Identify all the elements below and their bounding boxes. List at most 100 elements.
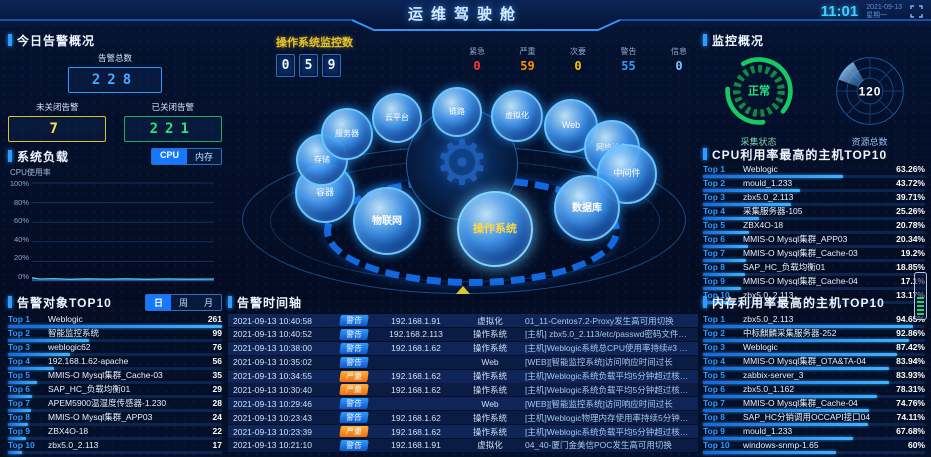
mem-percent: 60% [907,440,925,450]
severity-label: 次要 [570,47,586,56]
timeline-row[interactable]: 2021-09-13 10:38:00 警告 192.168.1.62 操作系统… [228,341,698,355]
timeline-list: 2021-09-13 10:40:58 警告 192.168.1.91 虚拟化 … [228,314,698,452]
bar-track [8,409,222,412]
rank-label: Top 3 [703,192,726,202]
ring-bubble-link[interactable]: 链路 [432,87,482,137]
ring-bubble-virtualization[interactable]: 虚拟化 [491,90,543,142]
tab-week[interactable]: 周 [170,294,196,310]
top10-row[interactable]: Top 9 ZBX4O-18 22 [8,426,222,440]
rank-label: Top 4 [8,356,31,366]
bar-fill [703,339,910,342]
digit-box: 5 [299,54,318,77]
clock-time: 11:01 [820,3,859,20]
fullscreen-icon[interactable] [910,5,923,18]
top10-row[interactable]: Top 9 MMIS-O Mysql集群_Cache-04 17.1% [703,276,925,290]
mem-top10-list: Top 1 zbx5.0_2.113 94.65% Top 2 中标麒麟采集服务… [703,314,925,454]
ring-bubble-web[interactable]: Web [544,99,598,153]
bar-fill [703,367,890,370]
timeline-row[interactable]: 2021-09-13 10:30:40 严重 192.168.1.62 操作系统… [228,383,698,397]
os-monitor-count: 操作系统监控数 0 5 9 [276,34,353,77]
top10-row[interactable]: Top 8 SAP_HC_负载均衡01 18.85% [703,262,925,276]
top10-row[interactable]: Top 4 192.168.1.62-apache 56 [8,356,222,370]
bar-track [703,217,925,220]
top10-row[interactable]: Top 1 Weblogic 261 [8,314,222,328]
top10-row[interactable]: Top 6 SAP_HC_负载均衡01 29 [8,384,222,398]
top10-row[interactable]: Top 5 ZBX4O-18 20.78% [703,220,925,234]
timeline-row[interactable]: 2021-09-13 10:21:10 警告 192.168.1.91 虚拟化 … [228,438,698,452]
top10-row[interactable]: Top 9 mould_1.233 67.68% [703,426,925,440]
ring-bubble-database[interactable]: 数据库 [554,175,620,241]
ring-bubble-server[interactable]: 服务器 [321,108,373,160]
timeline-row[interactable]: 2021-09-13 10:34:55 严重 192.168.1.62 操作系统… [228,369,698,383]
ring-bubble-iot[interactable]: 物联网 [353,187,421,255]
timeline-row[interactable]: 2021-09-13 10:40:58 警告 192.168.1.91 虚拟化 … [228,314,698,327]
top10-row[interactable]: Top 10 zbx5.0_2.113 17 [8,440,222,454]
top10-row[interactable]: Top 10 windows-snmp-1.65 60% [703,440,925,454]
rank-label: Top 2 [703,328,726,338]
tab-memory[interactable]: 内存 [186,148,221,164]
top10-row[interactable]: Top 3 zbx5.0_2.113 39.71% [703,192,925,206]
scroll-indicator[interactable] [914,272,927,320]
top10-row[interactable]: Top 4 采集服务器-105 25.26% [703,206,925,220]
top10-row[interactable]: Top 6 MMIS-O Mysql集群_APP03 20.34% [703,234,925,248]
ytick: 20% [13,253,29,263]
host-name: MMIS-O Mysql集群_Cache-04 [743,276,858,286]
tab-cpu[interactable]: CPU [151,148,187,164]
top10-row[interactable]: Top 3 Weblogic 87.42% [703,342,925,356]
top10-row[interactable]: Top 1 zbx5.0_2.113 94.65% [703,314,925,328]
rank-label: Top 5 [8,370,31,380]
top10-row[interactable]: Top 8 MMIS-O Mysql集群_APP03 24 [8,412,222,426]
top10-row[interactable]: Top 4 MMIS-O Mysql集群_OTA&TA-04 83.94% [703,356,925,370]
panel-title: CPU利用率最高的主机TOP10 [712,147,888,162]
page-title: 运维驾驶舱 [407,6,523,23]
alarm-count: 56 [212,356,222,366]
top10-row[interactable]: Top 7 APEM5900温湿度传感器-1.230 28 [8,398,222,412]
severity-label: 警告 [620,47,637,56]
timeline-row[interactable]: 2021-09-13 10:35:02 警告 Web [WEB][智能监控系统]… [228,355,698,369]
top10-row[interactable]: Top 5 MMIS-O Mysql集群_Cache-03 35 [8,370,222,384]
top10-row[interactable]: Top 6 zbx5.0_1.162 78.31% [703,384,925,398]
cpu-percent: 25.26% [896,206,925,216]
top10-row[interactable]: Top 1 Weblogic 63.26% [703,164,925,178]
ytick: 100% [9,179,29,188]
top10-row[interactable]: Top 7 MMIS-O Mysql集群_Cache-04 74.76% [703,398,925,412]
open-alarm-number: 7 [49,121,65,137]
timeline-row[interactable]: 2021-09-13 10:40:52 警告 192.168.2.113 操作系… [228,327,698,341]
digit-box: 9 [322,54,341,77]
cpu-percent: 20.34% [896,234,925,244]
cpu-percent: 39.71% [896,192,925,202]
panel-title: 监控概况 [712,33,765,48]
cpu-percent: 13.17% [896,290,925,300]
severity-info: 信息 0 [664,46,694,73]
top10-row[interactable]: Top 5 zabbix-server_3 83.93% [703,370,925,384]
bar-track [8,339,222,342]
top10-row[interactable]: Top 10 zbx5.0_2.113 13.17% [703,290,925,304]
cpu-percent: 17.1% [900,276,925,286]
title-accent-bar [8,150,12,162]
bubble-label: 存储 [314,154,330,164]
top10-row[interactable]: Top 8 SAP_HC分销调用OCCAPI接口04 74.11% [703,412,925,426]
ring-bubble-os-active[interactable]: 操作系统 [457,191,533,267]
bar-track [703,245,925,248]
bar-track [703,203,925,206]
alarm-type: 操作系统 [472,371,507,381]
host-name: mould_1.233 [743,426,793,436]
top10-row[interactable]: Top 2 mould_1.233 43.72% [703,178,925,192]
bubble-label: 虚拟化 [505,110,529,120]
timeline-row[interactable]: 2021-09-13 10:23:43 警告 192.168.1.62 操作系统… [228,411,698,425]
top10-row[interactable]: Top 2 智能监控系统 99 [8,328,222,342]
timeline-row[interactable]: 2021-09-13 10:23:39 严重 192.168.1.62 操作系统… [228,425,698,438]
alarm-type: 虚拟化 [477,440,503,451]
severity-value: 0 [473,59,481,73]
ytick: 0% [18,271,29,281]
top10-row[interactable]: Top 2 中标麒麟采集服务器-252 92.86% [703,328,925,342]
tab-day[interactable]: 日 [145,294,171,310]
severity-badge: 严重 [339,426,369,437]
alarm-time: 2021-09-13 10:23:39 [233,426,312,437]
top10-row[interactable]: Top 7 MMIS-O Mysql集群_Cache-03 19.2% [703,248,925,262]
alarm-count: 35 [212,370,222,380]
tab-month[interactable]: 月 [195,294,221,310]
timeline-row[interactable]: 2021-09-13 10:29:46 警告 Web [WEB][智能监控系统]… [228,397,698,411]
ring-bubble-cloud[interactable]: 云平台 [372,93,422,143]
top10-row[interactable]: Top 3 weblogic62 76 [8,342,222,356]
